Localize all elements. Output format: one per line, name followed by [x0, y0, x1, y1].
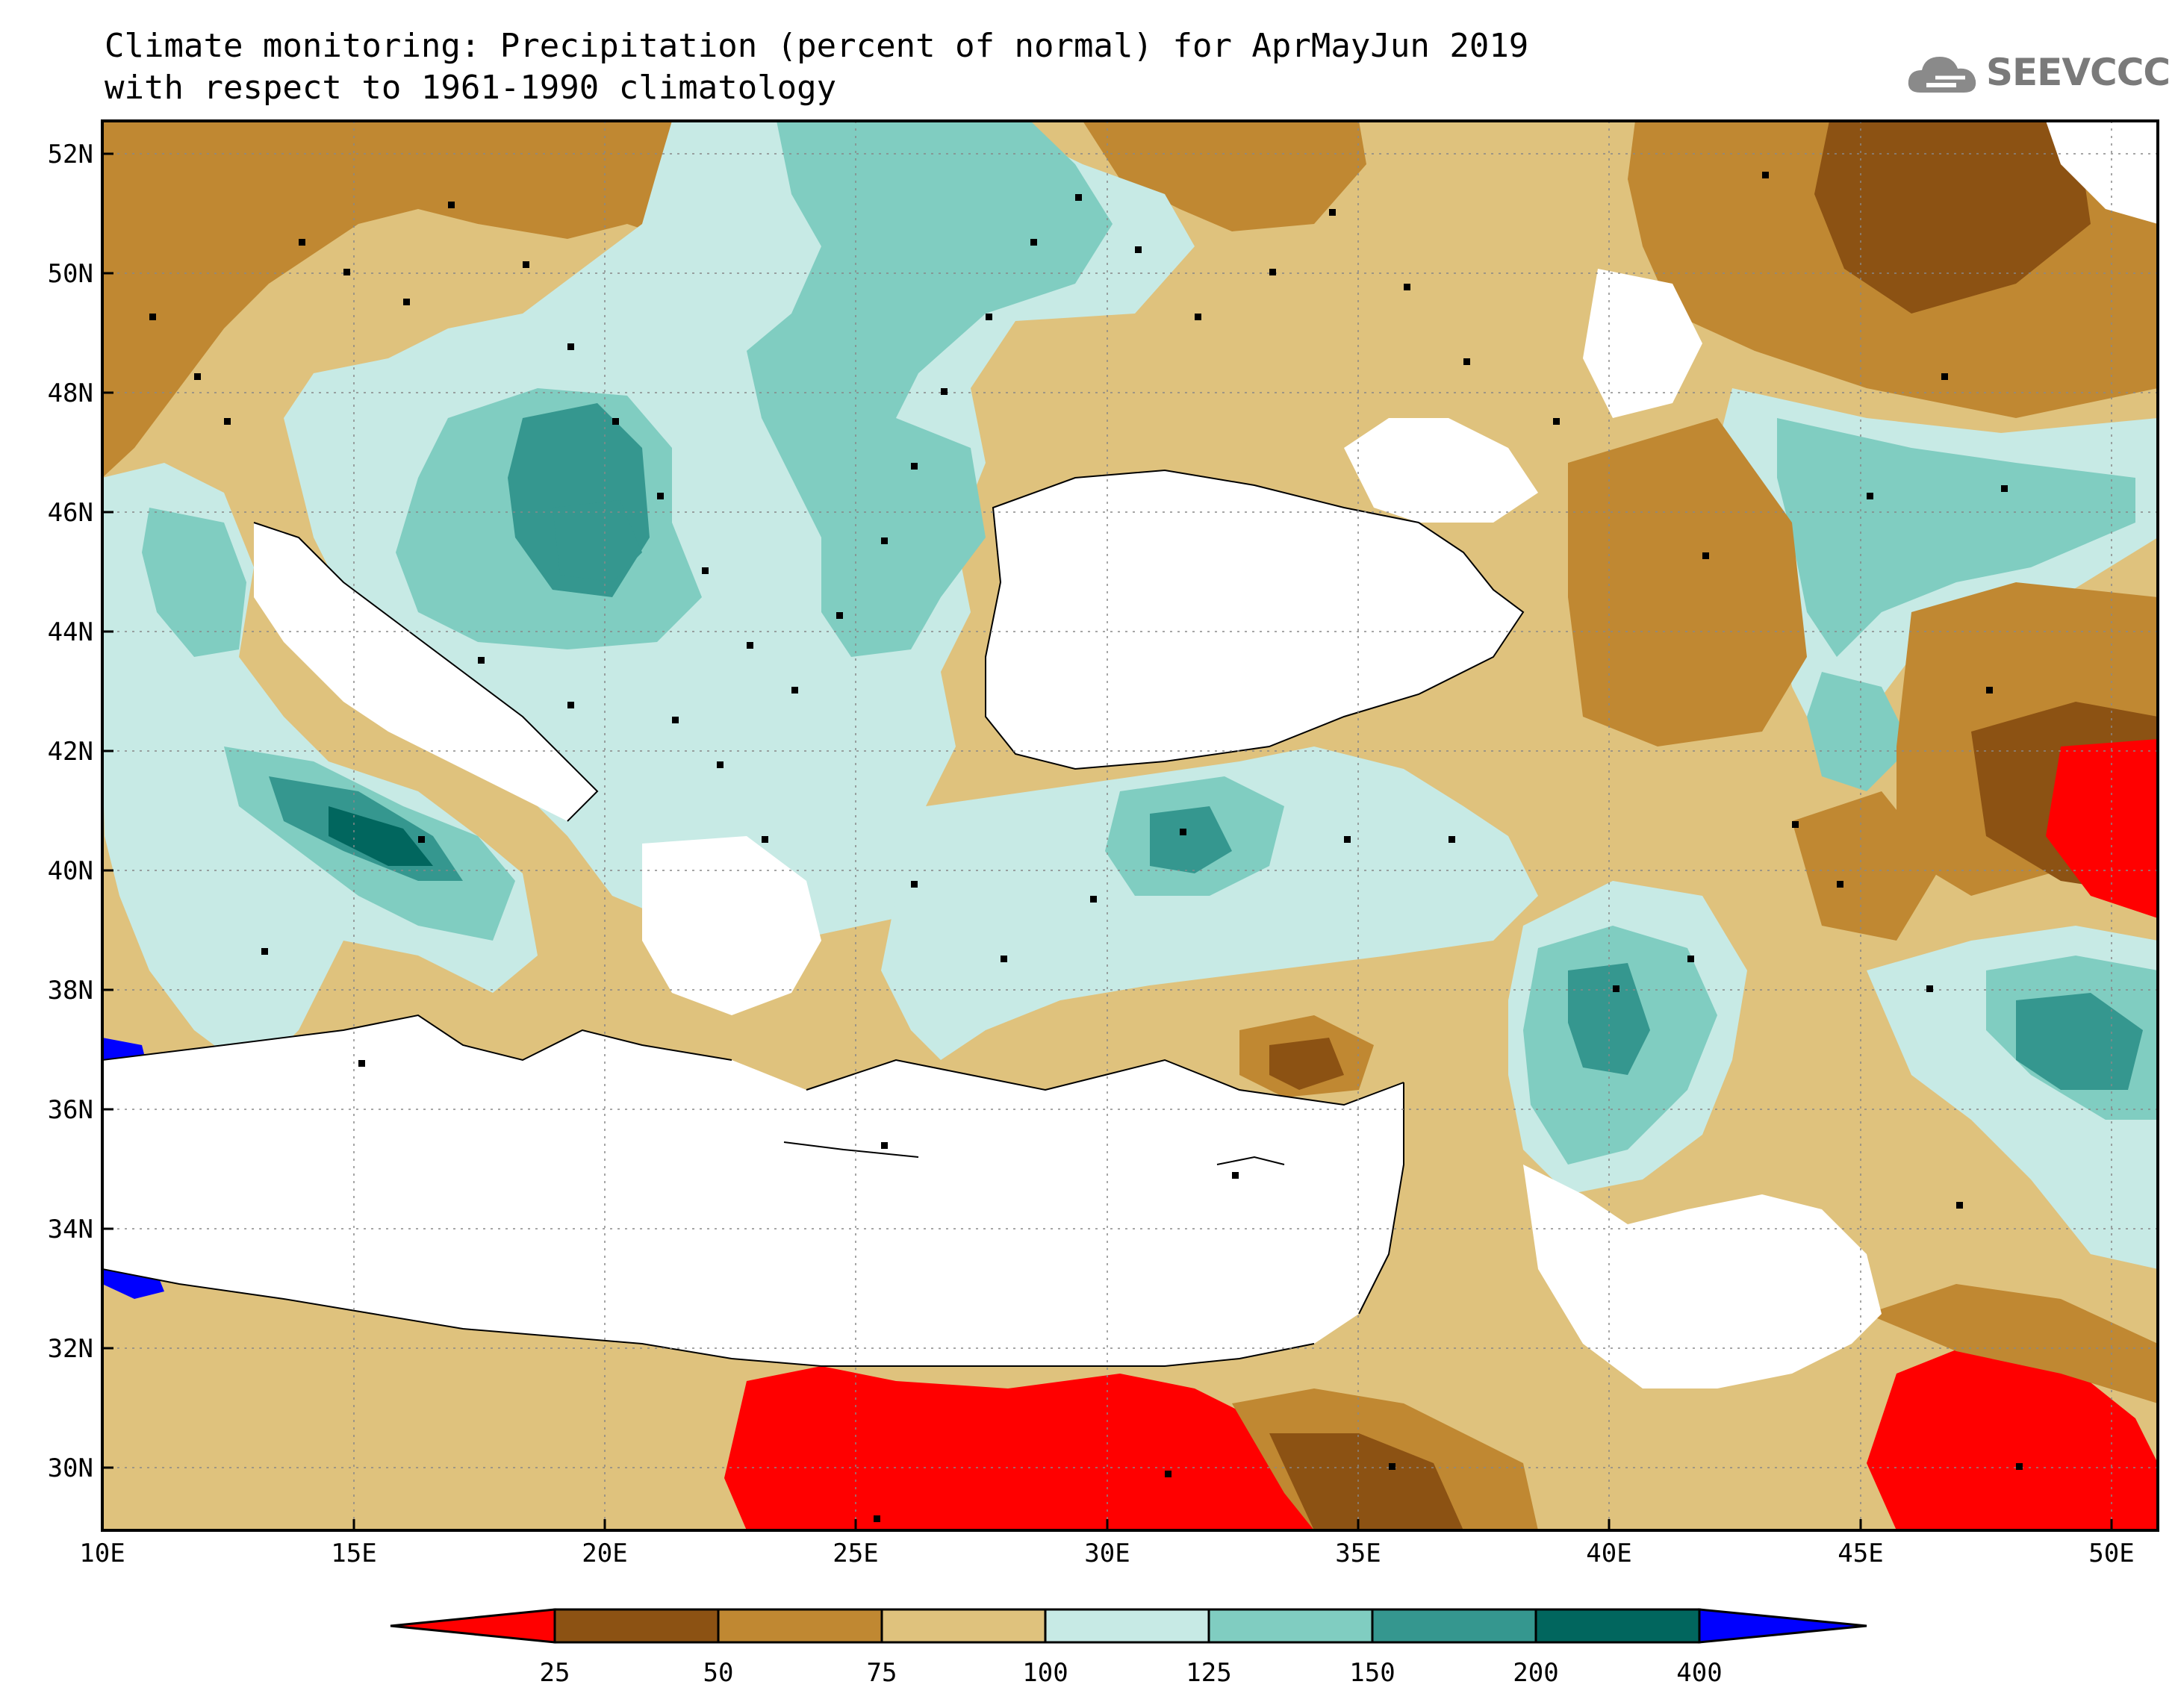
colorbar-label: 200: [1513, 1658, 1558, 1688]
coastline-outlines: [102, 469, 1525, 1367]
colorbar-label: 75: [867, 1658, 897, 1688]
map-title-line1: Climate monitoring: Precipitation (perce…: [105, 27, 1529, 65]
station-markers: [149, 172, 2023, 1522]
logo-text: SEEVCCC: [1986, 51, 2171, 94]
map-title-line2: with respect to 1961-1990 climatology: [105, 69, 837, 107]
lon-label: 45E: [1838, 1539, 1883, 1568]
map-frame: [101, 119, 2159, 1532]
lat-ticks: [102, 152, 113, 1469]
lat-label: 34N: [48, 1215, 93, 1244]
lat-label: 30N: [48, 1453, 93, 1483]
colorbar-segment: [553, 1608, 720, 1644]
colorbar-max-arrow: [1698, 1608, 1867, 1644]
lon-label: 40E: [1586, 1539, 1631, 1568]
lat-label: 36N: [48, 1095, 93, 1125]
precipitation-field: [102, 121, 2158, 1530]
lat-label: 46N: [48, 498, 93, 528]
lat-labels: 52N 50N 48N 46N 44N 42N 40N 38N 36N 34N …: [48, 140, 93, 1483]
lat-label: 44N: [48, 617, 93, 647]
colorbar-label: 150: [1349, 1658, 1395, 1688]
lat-label: 52N: [48, 140, 93, 169]
colorbar-min-arrow: [390, 1608, 556, 1644]
colorbar-label: 50: [703, 1658, 734, 1688]
lat-label: 48N: [48, 378, 93, 408]
lat-label: 50N: [48, 259, 93, 289]
colorbar-label: 400: [1676, 1658, 1722, 1688]
colorbar-segment: [717, 1608, 883, 1644]
colorbar: 25 50 75 100 125 150 200 400: [390, 1608, 1867, 1688]
colorbar-segment: [1371, 1608, 1537, 1644]
lat-label: 40N: [48, 856, 93, 886]
colorbar-segment: [1534, 1608, 1701, 1644]
lon-label: 20E: [582, 1539, 627, 1568]
lon-label: 10E: [79, 1539, 125, 1568]
lon-ticks: [352, 1519, 2113, 1530]
lat-label: 38N: [48, 976, 93, 1006]
lon-label: 50E: [2088, 1539, 2134, 1568]
colorbar-segment: [1044, 1608, 1210, 1644]
lon-label: 35E: [1335, 1539, 1381, 1568]
lat-label: 32N: [48, 1334, 93, 1364]
colorbar-segment: [1207, 1608, 1374, 1644]
colorbar-label: 125: [1186, 1658, 1231, 1688]
lon-label: 15E: [331, 1539, 376, 1568]
lon-label: 30E: [1084, 1539, 1130, 1568]
colorbar-segment: [880, 1608, 1047, 1644]
lon-label: 25E: [833, 1539, 878, 1568]
lat-label: 42N: [48, 737, 93, 767]
lon-labels: 10E 15E 20E 25E 30E 35E 40E 45E 50E: [79, 1539, 2134, 1568]
colorbar-label: 100: [1022, 1658, 1068, 1688]
colorbar-label: 25: [540, 1658, 570, 1688]
cloud-icon: [1908, 57, 1976, 93]
